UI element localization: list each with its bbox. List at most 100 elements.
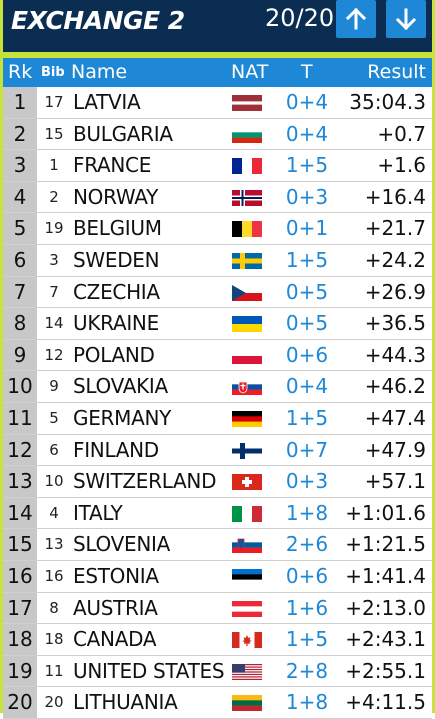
result-cell: +47.9 <box>364 437 426 462</box>
rank-cell: 6 <box>3 244 37 276</box>
team-name: BELGIUM <box>73 216 162 241</box>
flag-icon <box>232 158 263 175</box>
table-row[interactable]: 8 14 UKRAINE 0+5 +36.5 <box>3 308 432 340</box>
rank-cell: 20 <box>3 687 37 718</box>
bib-cell: 17 <box>44 93 64 111</box>
table-row[interactable]: 14 4 ITALY 1+8 +1:01.6 <box>3 497 432 530</box>
result-cell: +21.7 <box>364 216 426 241</box>
shooting-cell: 0+4 <box>285 90 329 114</box>
shooting-cell: 0+3 <box>285 469 329 494</box>
table-row[interactable]: 10 9 SLOVAKIA 0+4 +46.2 <box>3 371 432 403</box>
team-name: LATVIA <box>73 90 141 114</box>
flag-icon <box>232 632 262 649</box>
flag-icon <box>232 442 262 459</box>
rank-cell: 4 <box>3 181 37 213</box>
shooting-cell: 0+6 <box>285 342 329 367</box>
table-row[interactable]: 4 2 NORWAY 0+3 +16.4 <box>3 181 432 214</box>
shooting-cell: 0+4 <box>285 374 329 399</box>
flag-icon <box>232 537 262 554</box>
col-name: Name <box>71 61 128 83</box>
col-bib: Bib <box>41 65 65 80</box>
flag-icon <box>232 316 262 333</box>
shooting-cell: 0+6 <box>285 563 329 588</box>
results-table: 1 17 LATVIA 0+4 35:04.3 2 15 BULGARIA 0+4 +0.7 3 1 F… <box>3 87 432 719</box>
bib-cell: 8 <box>49 598 59 617</box>
shooting-cell: 0+1 <box>285 216 329 241</box>
result-cell: 35:04.3 <box>349 90 426 114</box>
flag-icon <box>232 284 262 301</box>
scroll-up-button[interactable] <box>336 0 376 38</box>
table-row[interactable]: 1 17 LATVIA 0+4 35:04.3 <box>3 87 432 119</box>
rank-cell: 17 <box>3 592 37 624</box>
team-name: CANADA <box>73 627 157 652</box>
col-t: T <box>301 61 313 83</box>
result-cell: +36.5 <box>364 311 426 336</box>
col-rank: Rk <box>8 61 33 83</box>
shooting-cell: 2+8 <box>285 658 329 683</box>
rank-cell: 14 <box>3 497 37 529</box>
team-name: ITALY <box>73 500 123 525</box>
shooting-cell: 1+8 <box>285 690 329 715</box>
shooting-cell: 1+5 <box>285 405 329 430</box>
team-name: AUSTRIA <box>73 595 158 620</box>
table-row[interactable]: 18 18 CANADA 1+5 +2:43.1 <box>3 624 432 656</box>
flag-icon <box>232 568 262 586</box>
rank-cell: 8 <box>3 308 37 339</box>
result-cell: +44.3 <box>364 342 426 367</box>
table-row[interactable]: 19 11 UNITED STATES 2+8 +2:55.1 <box>3 655 432 688</box>
result-cell: +2:43.1 <box>345 627 426 652</box>
result-cell: +1:41.4 <box>345 563 426 588</box>
arrow-up-icon <box>346 8 366 30</box>
result-cell: +47.4 <box>364 405 426 430</box>
result-cell: +1.6 <box>377 153 426 178</box>
rank-cell: 13 <box>3 466 37 497</box>
rank-cell: 15 <box>3 529 37 560</box>
bib-cell: 3 <box>49 250 59 269</box>
result-cell: +26.9 <box>364 279 426 304</box>
table-row[interactable]: 2 15 BULGARIA 0+4 +0.7 <box>3 118 432 151</box>
team-name: GERMANY <box>73 405 172 430</box>
rank-cell: 16 <box>3 560 37 592</box>
table-row[interactable]: 13 10 SWITZERLAND 0+3 +57.1 <box>3 466 432 498</box>
team-name: FRANCE <box>73 153 152 178</box>
shooting-cell: 2+6 <box>285 532 329 557</box>
team-name: POLAND <box>73 342 155 367</box>
accent-stripe <box>3 52 432 58</box>
flag-icon <box>232 379 262 396</box>
flag-icon <box>232 474 262 491</box>
table-row[interactable]: 9 12 POLAND 0+6 +44.3 <box>3 339 432 372</box>
table-row[interactable]: 17 8 AUSTRIA 1+6 +2:13.0 <box>3 592 432 625</box>
rank-cell: 18 <box>3 624 37 655</box>
bib-cell: 16 <box>44 566 64 585</box>
table-row[interactable]: 15 13 SLOVENIA 2+6 +1:21.5 <box>3 529 432 561</box>
result-cell: +1:01.6 <box>345 500 426 525</box>
table-row[interactable]: 5 19 BELGIUM 0+1 +21.7 <box>3 213 432 245</box>
team-name: SWITZERLAND <box>73 469 217 494</box>
table-row[interactable]: 7 7 CZECHIA 0+5 +26.9 <box>3 276 432 309</box>
table-row[interactable]: 12 6 FINLAND 0+7 +47.9 <box>3 434 432 467</box>
table-row[interactable]: 6 3 SWEDEN 1+5 +24.2 <box>3 244 432 277</box>
flag-icon <box>232 126 262 143</box>
page-title: EXCHANGE 2 <box>11 6 185 35</box>
team-name: FINLAND <box>73 437 159 462</box>
col-nat: NAT <box>231 61 269 83</box>
team-name: LITHUANIA <box>73 690 178 715</box>
table-row[interactable]: 16 16 ESTONIA 0+6 +1:41.4 <box>3 560 432 593</box>
result-cell: +2:55.1 <box>345 658 426 683</box>
result-cell: +4:11.5 <box>345 690 426 715</box>
shooting-cell: 0+4 <box>285 121 329 146</box>
flag-icon <box>232 600 262 617</box>
position-counter: 20/20 <box>265 4 335 32</box>
table-row[interactable]: 3 1 FRANCE 1+5 +1.6 <box>3 150 432 182</box>
title-bar: EXCHANGE 2 20/20 <box>3 0 432 52</box>
scroll-down-button[interactable] <box>386 0 426 38</box>
table-row[interactable]: 20 20 LITHUANIA 1+8 +4:11.5 <box>3 687 432 719</box>
result-cell: +24.2 <box>364 247 426 272</box>
result-cell: +46.2 <box>364 374 426 399</box>
table-row[interactable]: 11 5 GERMANY 1+5 +47.4 <box>3 402 432 435</box>
bib-cell: 6 <box>49 440 59 459</box>
column-header: Rk Bib Name NAT T Result <box>3 58 432 87</box>
bib-cell: 9 <box>49 377 59 396</box>
shooting-cell: 0+5 <box>285 311 329 336</box>
bib-cell: 19 <box>44 219 64 238</box>
